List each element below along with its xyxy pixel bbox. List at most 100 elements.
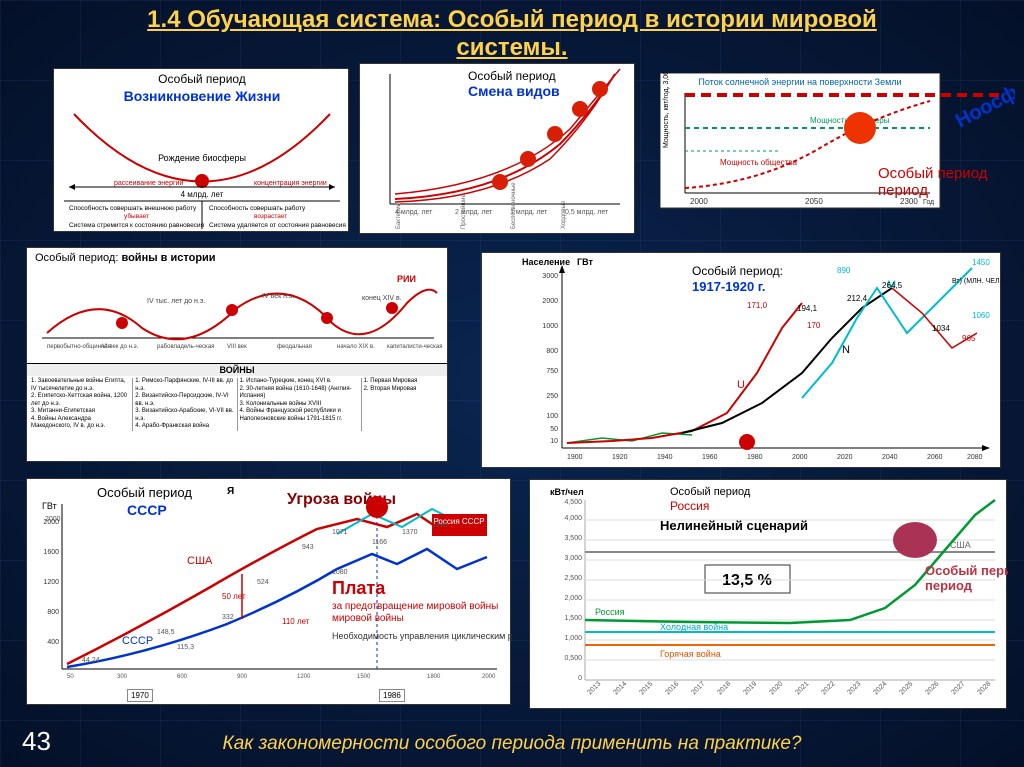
svg-text:1071: 1071: [332, 529, 348, 536]
svg-text:2000: 2000: [690, 197, 708, 206]
svg-text:N: N: [842, 344, 850, 356]
svg-text:1980: 1980: [747, 454, 763, 461]
slide-title: 1.4 Обучающая система: Особый период в и…: [0, 6, 1024, 61]
svg-text:3,000: 3,000: [564, 555, 582, 562]
svg-text:250: 250: [546, 393, 558, 400]
svg-text:Россия: Россия: [670, 499, 709, 513]
svg-text:период: период: [925, 578, 973, 593]
svg-text:2000: 2000: [45, 516, 61, 523]
panel-ussr: Особый период СССР Угроза войны ГВт Я 20…: [26, 478, 511, 705]
svg-text:3000: 3000: [542, 273, 558, 280]
svg-text:2018: 2018: [716, 680, 732, 696]
svg-text:10: 10: [550, 438, 558, 445]
svg-text:600: 600: [177, 674, 188, 680]
svg-text:171,0: 171,0: [747, 301, 768, 310]
svg-text:1917-1920 г.: 1917-1920 г.: [692, 279, 766, 294]
p3-dot: [844, 112, 876, 144]
svg-text:СССР: СССР: [122, 635, 153, 647]
svg-text:Бактерии: Бактерии: [396, 203, 402, 229]
svg-text:2050: 2050: [805, 197, 823, 206]
svg-text:U: U: [737, 379, 745, 391]
panel-russia-scenario: Особый период Россия Нелинейный сценарий…: [529, 479, 1007, 709]
svg-text:2019: 2019: [742, 680, 758, 696]
svg-text:4 млрд. лет: 4 млрд. лет: [181, 190, 224, 199]
svg-text:Особый период: Особый период: [468, 69, 556, 83]
svg-text:концентрация энергии: концентрация энергии: [254, 180, 327, 187]
svg-text:1,000: 1,000: [564, 635, 582, 642]
svg-text:1200: 1200: [43, 579, 59, 586]
svg-text:170: 170: [807, 321, 821, 330]
svg-text:VI век до н.э.: VI век до н.э.: [102, 344, 139, 350]
svg-text:3,500: 3,500: [564, 535, 582, 542]
svg-text:1,500: 1,500: [564, 615, 582, 622]
svg-text:2000: 2000: [792, 454, 808, 461]
svg-text:50 лет: 50 лет: [222, 592, 246, 601]
svg-text:2021: 2021: [794, 680, 810, 696]
svg-text:Горячая война: Горячая война: [660, 649, 721, 659]
svg-text:115,3: 115,3: [177, 644, 194, 651]
svg-text:1370: 1370: [402, 529, 418, 536]
svg-text:Мощность общества: Мощность общества: [720, 158, 798, 167]
svg-text:965: 965: [962, 334, 976, 343]
svg-text:ГВт: ГВт: [577, 257, 593, 267]
svg-text:Особый период: Особый период: [925, 563, 1008, 578]
svg-text:2013: 2013: [586, 680, 602, 696]
svg-text:РИИ: РИИ: [397, 274, 416, 284]
svg-text:0: 0: [578, 675, 582, 682]
p5-dot: [739, 434, 755, 450]
svg-text:50: 50: [67, 674, 74, 680]
svg-text:Россия: Россия: [595, 607, 625, 617]
svg-text:2015: 2015: [638, 680, 654, 696]
svg-text:Система удаляется от состояния: Система удаляется от состояния равновеси…: [209, 222, 346, 229]
svg-text:1166: 1166: [372, 539, 387, 546]
svg-text:убывает: убывает: [124, 212, 149, 220]
svg-text:800: 800: [47, 609, 59, 616]
svg-text:1940: 1940: [657, 454, 673, 461]
svg-text:524: 524: [257, 579, 269, 586]
svg-text:1920: 1920: [612, 454, 628, 461]
svg-text:Смена видов: Смена видов: [468, 83, 560, 99]
svg-text:Необходимость управления цикли: Необходимость управления циклическим раз…: [332, 631, 512, 641]
svg-text:50: 50: [550, 426, 558, 433]
svg-text:Население: Население: [522, 257, 570, 267]
svg-text:феодальная: феодальная: [277, 344, 312, 350]
panel-1917-1920: Население ГВт Особый период: 1917-1920 г…: [481, 252, 1001, 468]
svg-text:2300: 2300: [900, 197, 918, 206]
svg-text:конец XIV в.: конец XIV в.: [362, 295, 402, 302]
svg-text:44,24: 44,24: [82, 657, 100, 664]
svg-text:рассеивание энергии: рассеивание энергии: [114, 180, 183, 187]
svg-text:2040: 2040: [882, 454, 898, 461]
panel-species-change: Особый период Смена видов 4 млрд. лет 2 …: [359, 63, 635, 234]
svg-text:1800: 1800: [427, 674, 441, 680]
svg-text:Особый период: Особый период: [97, 485, 192, 500]
svg-text:Способность совершать работу: Способность совершать работу: [209, 204, 306, 212]
svg-text:2026: 2026: [924, 680, 940, 696]
p7-dot: [893, 522, 937, 558]
svg-text:2028: 2028: [976, 680, 992, 696]
svg-text:за предотвращение мировой войн: за предотвращение мировой войны: [332, 601, 498, 612]
svg-text:400: 400: [47, 639, 59, 646]
svg-text:СССР: СССР: [127, 502, 167, 518]
svg-text:США: США: [187, 555, 213, 567]
svg-text:2000: 2000: [482, 674, 496, 680]
svg-text:ГВт: ГВт: [42, 501, 57, 511]
svg-text:2080: 2080: [967, 454, 983, 461]
svg-text:Беспозвоночные: Беспозвоночные: [511, 182, 517, 229]
svg-text:Год: Год: [923, 199, 934, 206]
svg-text:264,5: 264,5: [882, 281, 903, 290]
svg-text:2017: 2017: [690, 680, 706, 696]
svg-text:890: 890: [837, 266, 851, 275]
svg-text:1900: 1900: [567, 454, 583, 461]
p1-curve: [74, 114, 330, 182]
svg-text:Холодная война: Холодная война: [660, 622, 728, 632]
svg-text:148,5: 148,5: [157, 629, 175, 636]
svg-text:2020: 2020: [837, 454, 853, 461]
p1-dot: [195, 174, 209, 188]
svg-text:1495: 1495: [432, 522, 448, 529]
svg-text:2024: 2024: [872, 680, 888, 696]
svg-text:100: 100: [546, 413, 558, 420]
svg-text:Плата: Плата: [332, 578, 386, 598]
svg-text:800: 800: [546, 348, 558, 355]
svg-text:1000: 1000: [542, 323, 558, 330]
svg-text:0,5 млрд. лет: 0,5 млрд. лет: [565, 209, 609, 216]
